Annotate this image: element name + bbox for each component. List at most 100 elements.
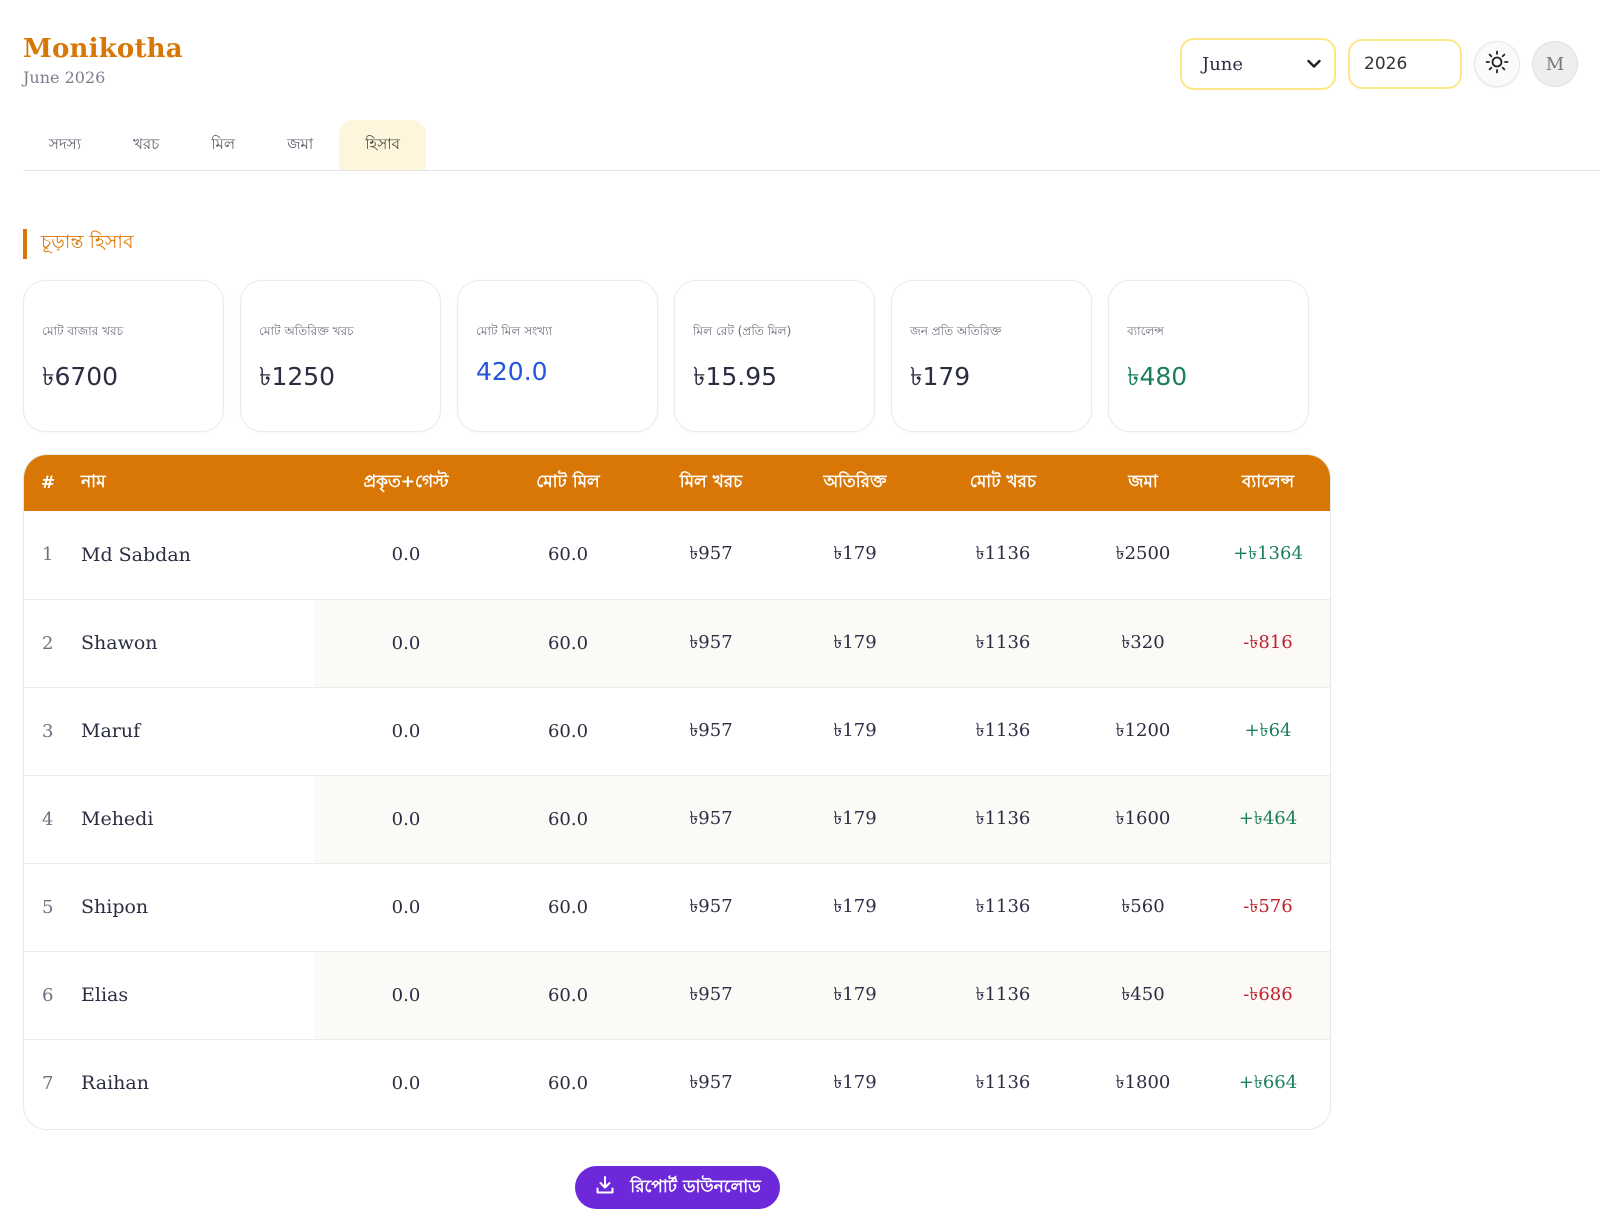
brand: Monikotha June 2026 <box>23 34 183 87</box>
card-total-bazar: মোট বাজার খরচ ৳6700 <box>23 280 224 432</box>
card-value: 420.0 <box>476 357 548 386</box>
chevron-down-icon <box>1306 56 1322 72</box>
actual-guest-cell: 0.0 <box>391 1072 421 1094</box>
tab-members[interactable]: সদস্য <box>49 134 82 153</box>
member-name: Maruf <box>81 720 141 742</box>
col-extra: অতিরিক্ত <box>823 472 887 492</box>
total-cost-cell: ৳1136 <box>926 775 1080 863</box>
table-row: 2 Shawon 0.0 60.0 ৳957 ৳179 ৳1136 ৳320 -… <box>24 599 1330 687</box>
card-value: ৳15.95 <box>693 362 778 391</box>
summary-cards: মোট বাজার খরচ ৳6700 মোট অতিরিক্ত খরচ ৳12… <box>23 280 1309 432</box>
table-row: 6 Elias 0.0 60.0 ৳957 ৳179 ৳1136 ৳450 -৳… <box>24 951 1330 1039</box>
table-row: 1 Md Sabdan 0.0 60.0 ৳957 ৳179 ৳1136 ৳25… <box>24 511 1330 599</box>
row-index: 3 <box>42 720 54 742</box>
balance-cell: -৳686 <box>1206 951 1330 1039</box>
extra-cell: ৳179 <box>833 895 877 917</box>
col-actual-guest: প্রকৃত+গেস্ট <box>363 472 449 492</box>
year-input[interactable]: 2026 <box>1348 39 1462 89</box>
col-total-cost: মোট খরচ <box>969 472 1037 492</box>
extra-cell: ৳179 <box>784 951 926 1039</box>
card-label: মোট অতিরিক্ত খরচ <box>259 324 354 338</box>
meal-cost-cell: ৳957 <box>689 719 733 741</box>
total-cost-cell: ৳1136 <box>975 543 1031 565</box>
total-cost-cell: ৳1136 <box>975 895 1031 917</box>
meal-cost-cell: ৳957 <box>638 951 784 1039</box>
deposit-cell: ৳2500 <box>1115 543 1171 565</box>
deposit-cell: ৳560 <box>1121 895 1165 917</box>
col-index: # <box>41 473 56 493</box>
avatar[interactable]: M <box>1532 41 1578 87</box>
row-index: 1 <box>42 544 54 566</box>
member-name: Shipon <box>81 896 149 918</box>
card-total-extra: মোট অতিরিক্ত খরচ ৳1250 <box>240 280 441 432</box>
extra-cell: ৳179 <box>784 775 926 863</box>
app-subtitle: June 2026 <box>23 68 106 87</box>
total-meal-cell: 60.0 <box>547 1072 589 1094</box>
total-meal-cell: 60.0 <box>498 775 638 863</box>
balance-cell: +৳464 <box>1206 775 1330 863</box>
theme-toggle-button[interactable] <box>1474 41 1520 87</box>
card-label: ব্যালেন্স <box>1127 324 1164 338</box>
member-name: Md Sabdan <box>81 543 191 566</box>
deposit-cell: ৳1200 <box>1115 719 1171 741</box>
download-icon <box>594 1174 616 1201</box>
card-label: মোট মিল সংখ্যা <box>476 324 553 338</box>
deposit-cell: ৳1600 <box>1080 775 1206 863</box>
table-row: 3 Maruf 0.0 60.0 ৳957 ৳179 ৳1136 ৳1200 +… <box>24 687 1330 775</box>
member-name: Raihan <box>81 1072 149 1095</box>
total-cost-cell: ৳1136 <box>975 1071 1031 1093</box>
total-meal-cell: 60.0 <box>547 544 589 566</box>
card-value: ৳1250 <box>259 362 336 391</box>
header-controls: June 2026 M <box>1180 38 1578 90</box>
extra-cell: ৳179 <box>784 599 926 687</box>
member-name: Elias <box>81 984 129 1006</box>
tab-bar: সদস্য খরচ মিল জমা হিসাব <box>23 120 1600 171</box>
meal-cost-cell: ৳957 <box>638 775 784 863</box>
table-row: 5 Shipon 0.0 60.0 ৳957 ৳179 ৳1136 ৳560 -… <box>24 863 1330 951</box>
extra-cell: ৳179 <box>833 543 877 565</box>
extra-cell: ৳179 <box>833 719 877 741</box>
tab-deposits[interactable]: জমা <box>287 134 314 153</box>
actual-guest-cell: 0.0 <box>314 599 498 687</box>
member-name: Mehedi <box>81 808 154 830</box>
row-index: 4 <box>42 808 54 830</box>
total-meal-cell: 60.0 <box>547 896 589 918</box>
download-report-button[interactable]: রিপোর্ট ডাউনলোড <box>575 1166 780 1209</box>
extra-cell: ৳179 <box>833 1071 877 1093</box>
row-index: 5 <box>42 896 54 918</box>
month-select[interactable]: June <box>1180 38 1336 90</box>
col-deposit: জমা <box>1128 472 1158 492</box>
row-index: 2 <box>42 632 54 654</box>
member-name: Shawon <box>81 632 158 654</box>
actual-guest-cell: 0.0 <box>391 544 421 566</box>
total-cost-cell: ৳1136 <box>926 599 1080 687</box>
row-index: 7 <box>42 1072 54 1094</box>
total-meal-cell: 60.0 <box>498 599 638 687</box>
card-label: মিল রেট (প্রতি মিল) <box>693 324 792 338</box>
balance-cell: +৳1364 <box>1233 543 1303 565</box>
card-total-meals: মোট মিল সংখ্যা 420.0 <box>457 280 658 432</box>
deposit-cell: ৳320 <box>1080 599 1206 687</box>
sun-icon <box>1485 50 1509 78</box>
tab-meals[interactable]: মিল <box>211 134 236 153</box>
tab-expenses[interactable]: খরচ <box>133 134 160 153</box>
card-label: মোট বাজার খরচ <box>42 324 124 338</box>
total-meal-cell: 60.0 <box>498 951 638 1039</box>
card-label: জন প্রতি অতিরিক্ত <box>910 324 1002 338</box>
meal-cost-cell: ৳957 <box>638 599 784 687</box>
card-value: ৳179 <box>910 362 971 391</box>
table-header-row: # নাম প্রকৃত+গেস্ট মোট মিল মিল খরচ অতিরি… <box>24 455 1330 511</box>
tab-accounts[interactable]: হিসাব <box>339 120 426 170</box>
total-cost-cell: ৳1136 <box>926 951 1080 1039</box>
balance-cell: -৳816 <box>1206 599 1330 687</box>
table-row: 7 Raihan 0.0 60.0 ৳957 ৳179 ৳1136 ৳1800 … <box>24 1039 1330 1127</box>
balance-cell: +৳64 <box>1244 719 1292 741</box>
card-meal-rate: মিল রেট (প্রতি মিল) ৳15.95 <box>674 280 875 432</box>
deposit-cell: ৳450 <box>1080 951 1206 1039</box>
col-meal-cost: মিল খরচ <box>679 472 743 492</box>
col-total-meal: মোট মিল <box>536 472 600 492</box>
meal-cost-cell: ৳957 <box>689 543 733 565</box>
deposit-cell: ৳1800 <box>1115 1071 1171 1093</box>
col-name: নাম <box>81 472 106 492</box>
card-value: ৳6700 <box>42 362 119 391</box>
